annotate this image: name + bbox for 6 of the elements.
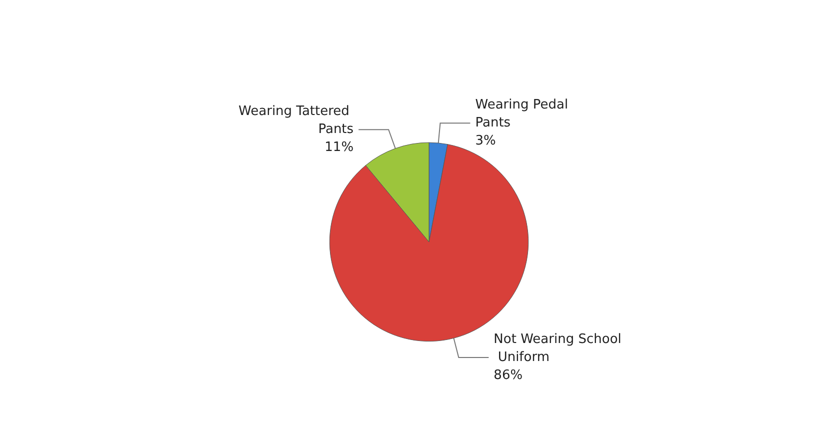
data-label: 86%	[494, 368, 523, 384]
slice-label: Wearing Tattered Pants	[238, 104, 354, 138]
data-label: 3%	[475, 134, 496, 149]
data-label: 11%	[324, 140, 354, 156]
slice-label: Wearing Pedal Pants	[475, 98, 572, 131]
slice-label: Not Wearing School Uniform	[494, 332, 622, 366]
